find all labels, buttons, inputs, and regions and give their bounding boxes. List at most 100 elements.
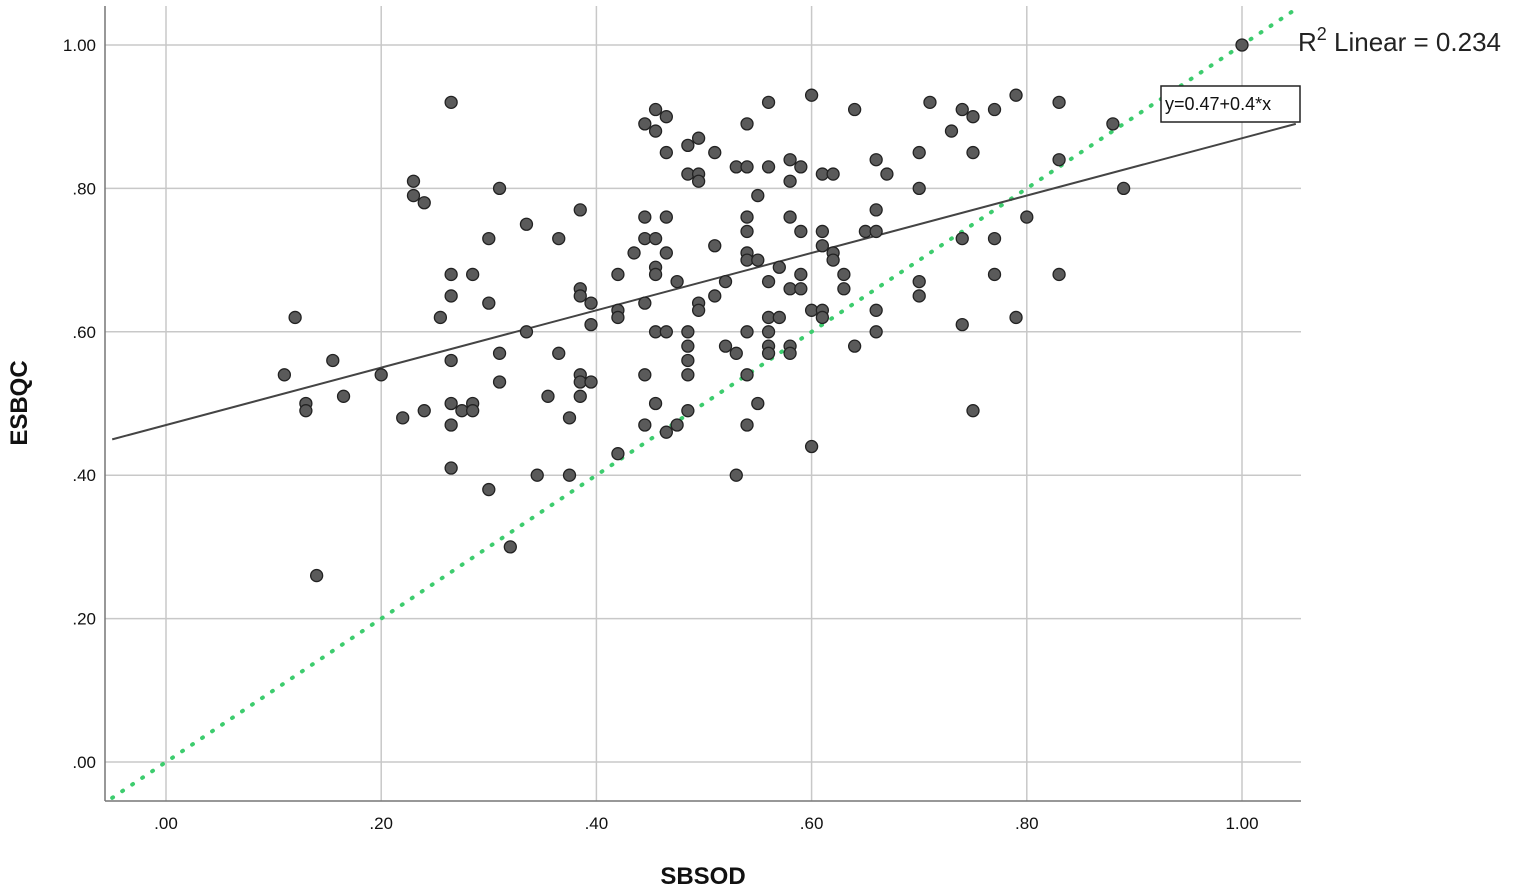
data-point (847, 102, 862, 117)
data-point (761, 160, 776, 174)
data-point (761, 346, 776, 360)
x-tick-label: .20 (369, 814, 393, 833)
data-point (552, 231, 566, 246)
data-point (444, 95, 458, 110)
data-point (966, 145, 980, 160)
y-tick-label: .40 (72, 466, 96, 485)
data-point (648, 267, 663, 282)
data-point (815, 310, 830, 325)
data-point (740, 224, 754, 239)
fit-equation-label: y=0.47+0.4*x (1160, 85, 1301, 123)
data-point (611, 447, 625, 461)
data-point (444, 461, 458, 475)
data-point (826, 253, 840, 267)
data-point (837, 282, 851, 296)
data-point (869, 153, 883, 167)
data-point (659, 145, 673, 160)
fit-equation-text: y=0.47+0.4*x (1165, 94, 1271, 114)
y-tick-label: .00 (72, 753, 96, 772)
data-point (573, 389, 587, 403)
data-point (1009, 310, 1023, 325)
data-point (1235, 38, 1249, 52)
data-point (444, 289, 458, 303)
x-tick-labels: .00 .20 .40 .60 .80 1.00 (154, 814, 1258, 833)
data-point (804, 439, 819, 454)
data-point (955, 102, 969, 117)
data-point (374, 368, 388, 382)
data-point (648, 231, 663, 246)
y-tick-labels: .00 .20 .40 .60 .80 1.00 (63, 36, 96, 772)
data-point (584, 375, 598, 389)
data-point (1009, 88, 1023, 102)
data-point (444, 418, 458, 432)
data-point (691, 303, 706, 317)
data-point (638, 418, 652, 432)
data-point (396, 411, 410, 425)
data-point (681, 138, 695, 153)
data-point (648, 396, 663, 411)
data-point (987, 102, 1002, 117)
data-point (740, 325, 754, 339)
data-point (1052, 153, 1066, 167)
data-point (573, 203, 587, 217)
data-point (783, 346, 797, 360)
data-point (562, 468, 577, 482)
data-point (729, 468, 743, 482)
data-point (708, 145, 722, 160)
data-point (923, 95, 937, 110)
axes (104, 6, 1301, 802)
data-point (492, 346, 507, 360)
x-axis-title: SBSOD (660, 863, 745, 890)
data-point (681, 325, 695, 339)
data-point (444, 353, 458, 368)
data-point (584, 317, 598, 332)
data-point (288, 310, 302, 325)
data-point (912, 289, 926, 303)
x-tick-label: .40 (585, 814, 609, 833)
data-point (681, 339, 695, 353)
x-tick-label: .80 (1015, 814, 1039, 833)
data-point (584, 296, 598, 310)
y-tick-label: 1.00 (63, 36, 96, 55)
data-point (309, 568, 324, 583)
data-point (492, 181, 507, 196)
data-point (638, 117, 652, 131)
data-point (869, 303, 883, 317)
data-point (336, 389, 351, 403)
fit-line (111, 122, 1297, 441)
y-tick-label: .80 (72, 179, 96, 198)
data-point (869, 203, 883, 217)
x-tick-label: .00 (154, 814, 178, 833)
data-point (627, 246, 641, 260)
data-point (638, 368, 652, 382)
data-point (826, 167, 840, 181)
data-point (1106, 117, 1120, 131)
data-point (681, 404, 695, 418)
data-point (519, 217, 534, 231)
data-point (740, 368, 754, 382)
data-point (740, 160, 754, 174)
data-point (912, 145, 926, 160)
data-point (691, 131, 706, 145)
data-point (847, 339, 862, 353)
y-tick-label: .60 (72, 323, 96, 342)
data-point (681, 353, 695, 368)
data-point (761, 274, 776, 289)
data-point (783, 153, 797, 167)
data-point (815, 224, 830, 239)
data-point (761, 325, 776, 339)
data-point (708, 289, 722, 303)
data-point (912, 274, 926, 289)
data-point (530, 468, 544, 482)
data-point (740, 117, 754, 131)
data-point (659, 246, 673, 260)
data-point (659, 425, 673, 439)
data-point (444, 396, 458, 411)
r2-prefix: R (1298, 27, 1317, 57)
data-point (761, 95, 776, 110)
data-point (1052, 95, 1066, 110)
data-point (573, 289, 587, 303)
data-point (783, 174, 797, 188)
data-point (466, 404, 480, 418)
data-point (433, 310, 448, 325)
